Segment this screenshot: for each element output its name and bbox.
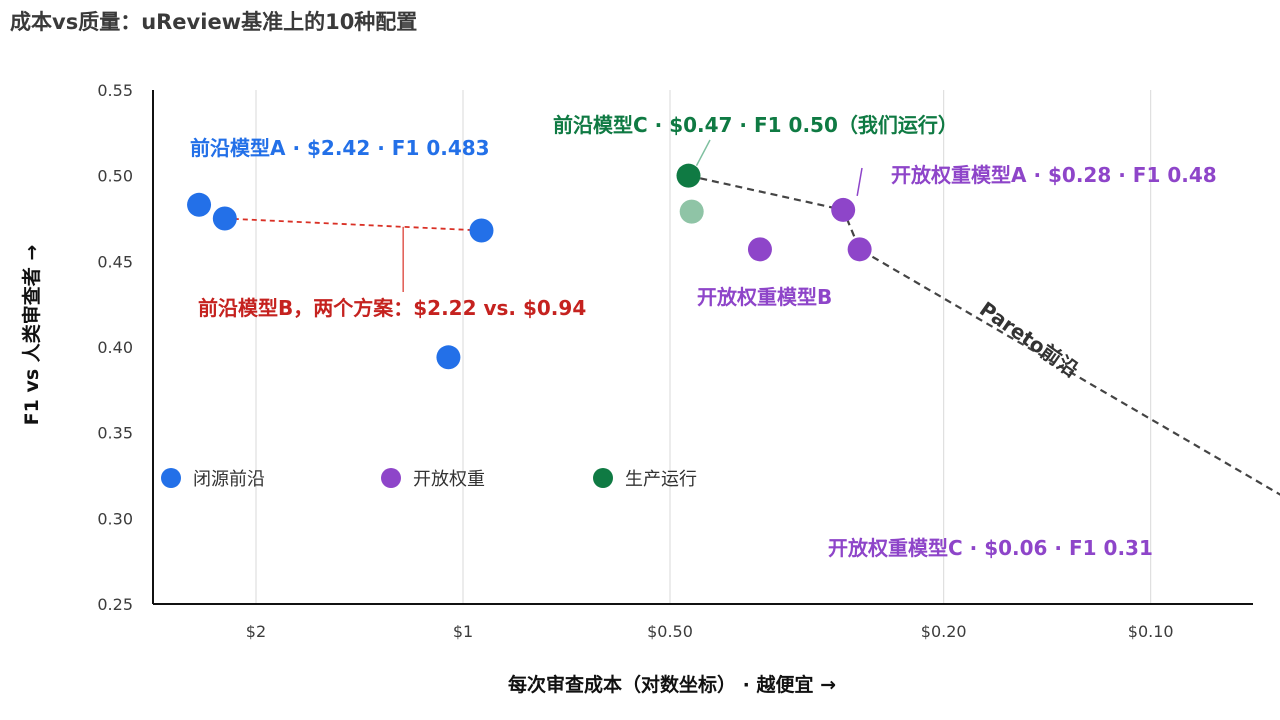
page-title: 成本vs质量：uReview基准上的10种配置 — [10, 10, 418, 34]
x-tick-label: $0.50 — [647, 622, 693, 641]
production-faded-point — [679, 199, 704, 224]
x-tick-label: $1 — [453, 622, 473, 641]
annotation-open-b: 开放权重模型B — [697, 285, 832, 309]
closed-frontier-point — [212, 206, 237, 231]
x-tick-label: $0.20 — [921, 622, 967, 641]
model-b-pair-connector — [224, 217, 482, 232]
axis-layer — [152, 90, 1253, 605]
legend-label: 生产运行 — [625, 469, 697, 490]
y-tick-label: 0.40 — [97, 338, 133, 357]
annotation-frontier-c: 前沿模型C · $0.47 · F1 0.50（我们运行） — [553, 113, 958, 137]
y-tick-label: 0.45 — [97, 252, 133, 271]
y-tick-label: 0.50 — [97, 167, 133, 186]
model-c-leader-line — [695, 139, 711, 167]
pareto-frontier-line — [688, 174, 1280, 496]
x-tick-label: $2 — [246, 622, 266, 641]
y-tick-label: 0.55 — [97, 81, 133, 100]
y-tick-label: 0.30 — [97, 509, 133, 528]
annotation-open-a: 开放权重模型A · $0.28 · F1 0.48 — [891, 163, 1217, 187]
y-axis-title: F1 vs 人类审查者 → — [20, 245, 43, 426]
y-tick-label: 0.35 — [97, 424, 133, 443]
closed-frontier-point — [469, 218, 494, 243]
legend-layer: 闭源前沿 开放权重 生产运行 — [161, 468, 697, 490]
grid-layer — [255, 90, 1152, 604]
point-layer — [187, 163, 872, 370]
connector-layer — [224, 139, 1280, 496]
y-tick-label: 0.25 — [97, 595, 133, 614]
open-weight-point — [831, 197, 856, 222]
tick-layer: $2 $1 $0.50 $0.20 $0.10 0.25 0.30 0.35 0.40 0.45 0… — [97, 81, 1173, 641]
annotation-open-c: 开放权重模型C · $0.06 · F1 0.31 — [828, 536, 1153, 560]
legend-label: 闭源前沿 — [193, 469, 265, 490]
annotation-pareto: Pareto前沿 — [975, 297, 1082, 382]
legend-label: 开放权重 — [413, 469, 485, 490]
open-a-leader-line — [856, 167, 863, 197]
open-weight-point — [747, 237, 772, 262]
legend-marker — [593, 468, 613, 488]
legend-marker — [381, 468, 401, 488]
production-point — [676, 163, 701, 188]
x-axis-title: 每次审查成本（对数坐标） · 越便宜 → — [508, 673, 836, 696]
annotation-frontier-b: 前沿模型B，两个方案：$2.22 vs. $0.94 — [198, 296, 586, 320]
closed-frontier-point — [187, 192, 212, 217]
legend-marker — [161, 468, 181, 488]
closed-frontier-point — [436, 345, 461, 370]
open-weight-point — [847, 237, 872, 262]
annotation-frontier-a: 前沿模型A · $2.42 · F1 0.483 — [190, 136, 490, 160]
x-tick-label: $0.10 — [1128, 622, 1174, 641]
